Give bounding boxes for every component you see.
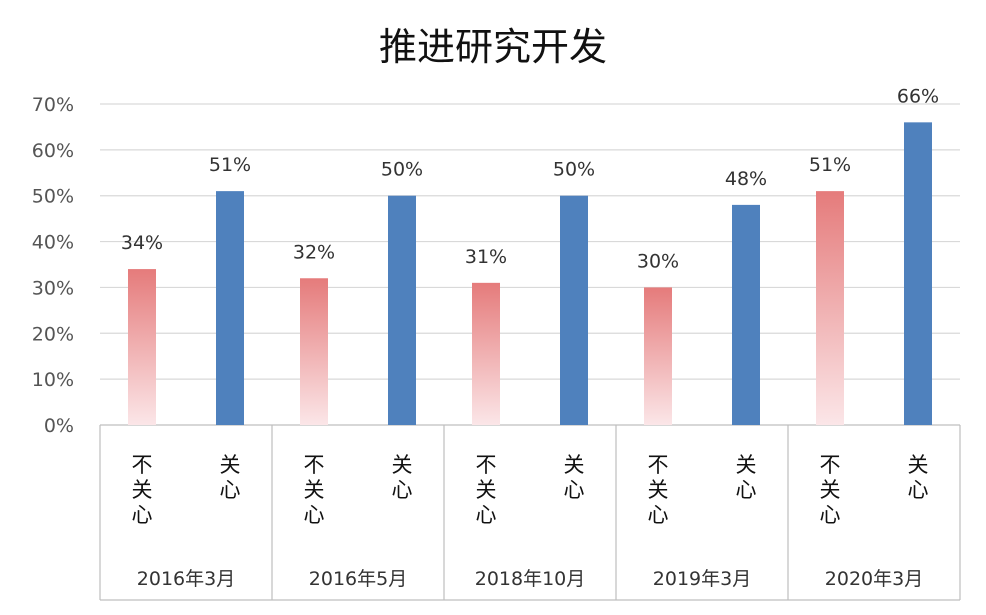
bar-concerned: [904, 122, 932, 425]
y-tick-label: 20%: [32, 323, 74, 345]
y-tick-label: 40%: [32, 232, 74, 254]
series-tick-label: 心: [132, 503, 153, 527]
series-tick-label: 关: [736, 453, 757, 477]
chart-title: 推进研究开发: [379, 25, 607, 69]
category-label: 2020年3月: [825, 568, 923, 590]
data-label: 50%: [553, 159, 595, 181]
bar-concerned: [560, 195, 588, 425]
data-label: 66%: [897, 85, 939, 107]
series-tick-label: 不: [476, 453, 497, 477]
data-label: 48%: [725, 168, 767, 190]
series-tick-label: 不: [820, 453, 841, 477]
series-tick-label: 不: [132, 453, 153, 477]
series-tick-label: 关: [220, 453, 241, 477]
series-tick-label: 关: [908, 453, 929, 477]
category-label: 2018年10月: [475, 568, 586, 590]
y-tick-label: 10%: [32, 369, 74, 391]
category-label: 2016年3月: [137, 568, 235, 590]
bar-concerned: [216, 191, 244, 425]
bar-concerned: [388, 195, 416, 425]
series-tick-label: 心: [820, 503, 841, 527]
series-tick-label: 关: [564, 453, 585, 477]
series-tick-label: 关: [392, 453, 413, 477]
y-tick-label: 70%: [32, 94, 74, 116]
y-tick-label: 50%: [32, 186, 74, 208]
series-tick-label: 关: [820, 478, 841, 502]
series-tick-label: 心: [476, 503, 497, 527]
data-label: 32%: [293, 241, 335, 263]
series-tick-label: 心: [736, 478, 757, 502]
series-tick-label: 不: [648, 453, 669, 477]
y-tick-label: 30%: [32, 277, 74, 299]
series-tick-label: 关: [476, 478, 497, 502]
bar-not-concerned: [128, 269, 156, 425]
data-label: 51%: [809, 154, 851, 176]
data-label: 50%: [381, 159, 423, 181]
series-tick-label: 心: [392, 478, 413, 502]
series-tick-label: 关: [132, 478, 153, 502]
series-tick-label: 不: [304, 453, 325, 477]
bar-concerned: [732, 204, 760, 425]
data-label: 34%: [121, 232, 163, 254]
data-label: 31%: [465, 246, 507, 268]
bar-not-concerned: [472, 282, 500, 425]
y-tick-label: 0%: [44, 415, 74, 437]
data-label: 30%: [637, 250, 679, 272]
category-label: 2016年5月: [309, 568, 407, 590]
series-tick-label: 心: [564, 478, 585, 502]
series-tick-label: 心: [220, 478, 241, 502]
bar-not-concerned: [644, 287, 672, 425]
bar-not-concerned: [300, 278, 328, 425]
series-tick-label: 关: [648, 478, 669, 502]
y-tick-label: 60%: [32, 140, 74, 162]
data-label: 51%: [209, 154, 251, 176]
series-tick-label: 心: [908, 478, 929, 502]
category-label: 2019年3月: [653, 568, 751, 590]
series-tick-label: 心: [304, 503, 325, 527]
series-tick-label: 关: [304, 478, 325, 502]
bar-not-concerned: [816, 191, 844, 425]
series-tick-label: 心: [648, 503, 669, 527]
